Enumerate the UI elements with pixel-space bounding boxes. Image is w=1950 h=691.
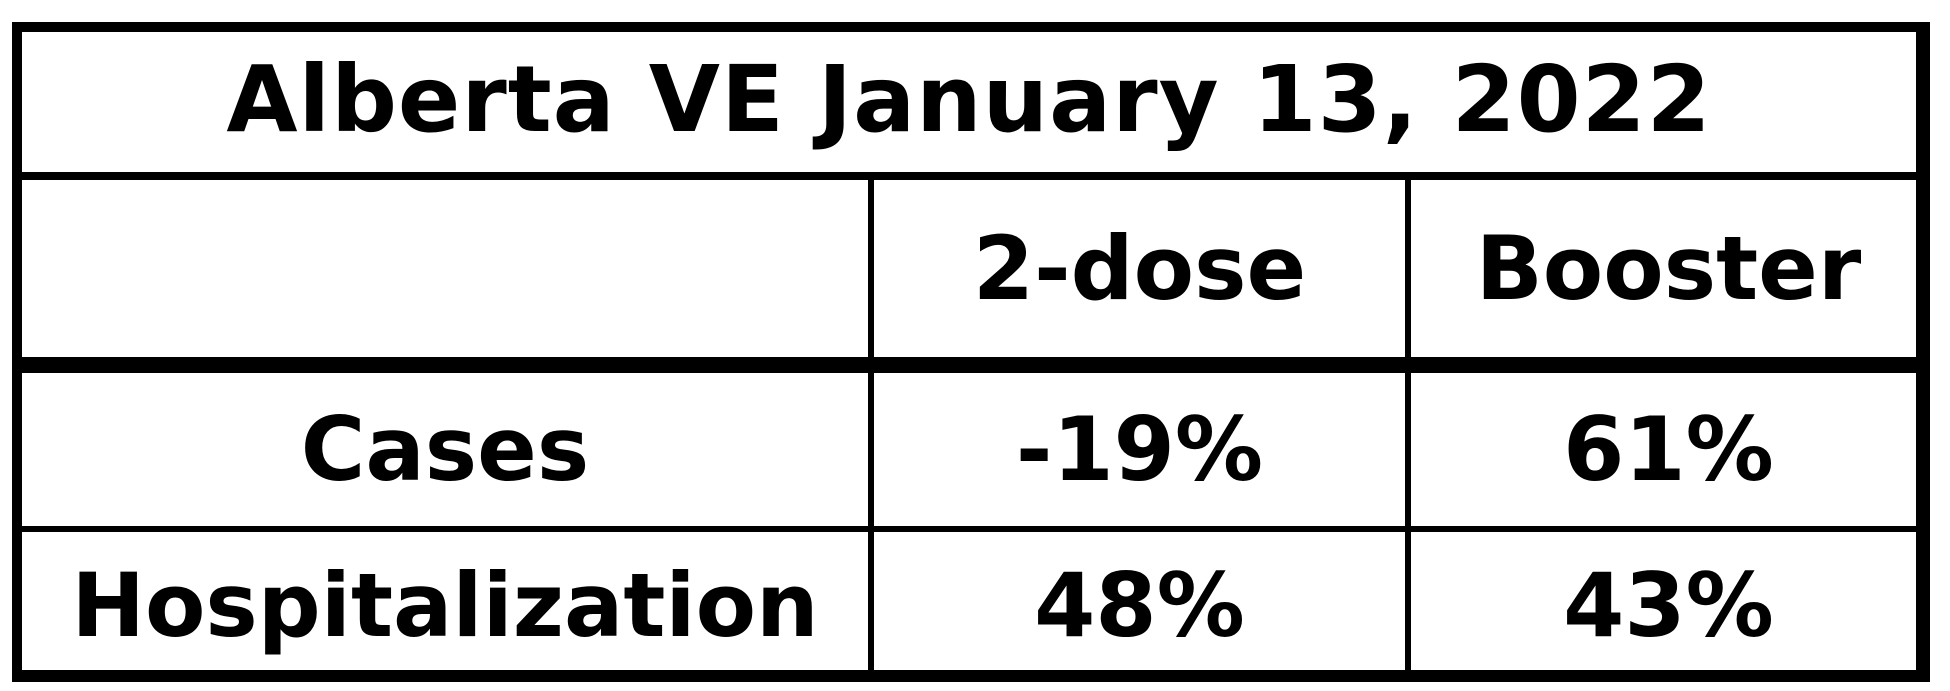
header-cell-2-dose: 2-dose <box>972 216 1307 320</box>
row-label-hospitalization: Hospitalization <box>71 554 819 657</box>
cell-hospitalization-booster: 43% <box>1563 554 1774 657</box>
column-divider-2 <box>1405 180 1411 670</box>
column-divider-1 <box>868 180 874 670</box>
row-divider <box>22 526 1916 532</box>
table-title: Alberta VE January 13, 2022 <box>226 46 1712 153</box>
ve-table: Alberta VE January 13, 2022 2-dose Boost… <box>12 22 1930 682</box>
cell-hospitalization-2-dose: 48% <box>1034 554 1245 657</box>
cell-cases-2-dose: -19% <box>1015 397 1264 501</box>
header-cell-booster: Booster <box>1475 216 1862 320</box>
header-cell-empty <box>22 180 868 357</box>
header-divider <box>22 357 1916 373</box>
row-label-cases: Cases <box>300 397 590 501</box>
table-title-row: Alberta VE January 13, 2022 <box>22 32 1916 180</box>
cell-cases-booster: 61% <box>1563 397 1774 501</box>
